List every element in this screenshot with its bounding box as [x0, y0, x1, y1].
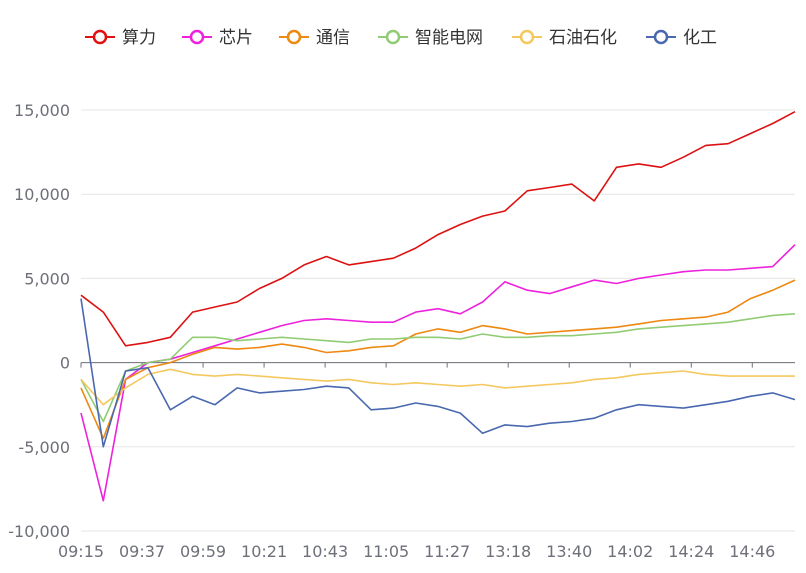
- x-tick-label: 09:15: [58, 542, 104, 561]
- legend-label: 石油石化: [549, 28, 617, 48]
- x-tick-label: 10:43: [302, 542, 348, 561]
- legend-marker-icon: [385, 29, 401, 45]
- x-tick-label: 11:05: [363, 542, 409, 561]
- legend-item: 石油石化: [512, 28, 617, 48]
- series-line: [80, 298, 796, 448]
- legend-label: 通信: [316, 28, 350, 48]
- legend-marker-icon: [189, 29, 205, 45]
- series-line: [80, 313, 796, 423]
- legend-item: 智能电网: [378, 28, 483, 48]
- legend-item: 芯片: [182, 28, 253, 48]
- x-tick-label: 09:59: [180, 542, 226, 561]
- series-group: [80, 110, 796, 502]
- legend-item: 算力: [85, 28, 156, 48]
- x-tick-label: 10:21: [241, 542, 287, 561]
- series-line: [80, 279, 796, 440]
- legend-marker-icon: [519, 29, 535, 45]
- y-tick-label: 10,000: [14, 185, 70, 204]
- x-tick-label: 09:37: [119, 542, 165, 561]
- legend-label: 芯片: [219, 28, 253, 48]
- y-tick-label: -10,000: [8, 522, 70, 541]
- legend-item: 通信: [279, 28, 350, 48]
- legend-label: 算力: [122, 28, 156, 48]
- legend-item: 化工: [646, 28, 717, 48]
- x-tick-label: 14:24: [668, 542, 714, 561]
- legend-marker-icon: [286, 29, 302, 45]
- legend-label: 智能电网: [415, 28, 483, 48]
- x-tick-label: 14:46: [729, 542, 775, 561]
- x-tick-label: 11:27: [424, 542, 470, 561]
- grid-lines: [81, 109, 795, 532]
- series-line: [80, 110, 796, 347]
- legend: 算力 芯片 通信 智能电网 石油石化 化工: [85, 28, 717, 48]
- x-tick-label: 13:40: [546, 542, 592, 561]
- series-line: [80, 368, 795, 406]
- y-tick-label: -5,000: [18, 438, 70, 457]
- y-tick-label: 5,000: [24, 269, 70, 288]
- series-line: [80, 244, 796, 502]
- legend-label: 化工: [683, 28, 717, 48]
- y-tick-label: 0: [60, 354, 70, 373]
- legend-marker-icon: [92, 29, 108, 45]
- x-tick-label: 13:18: [485, 542, 531, 561]
- legend-marker-icon: [653, 29, 669, 45]
- x-axis: 09:15 09:37 09:59 10:21 10:43 11:05 11:27 13:18…: [58, 362, 795, 561]
- x-tick-label: 14:02: [607, 542, 653, 561]
- y-tick-label: 15,000: [14, 101, 70, 120]
- y-axis: -10,000 -5,000 0 5,000 10,000 15,000: [8, 101, 70, 541]
